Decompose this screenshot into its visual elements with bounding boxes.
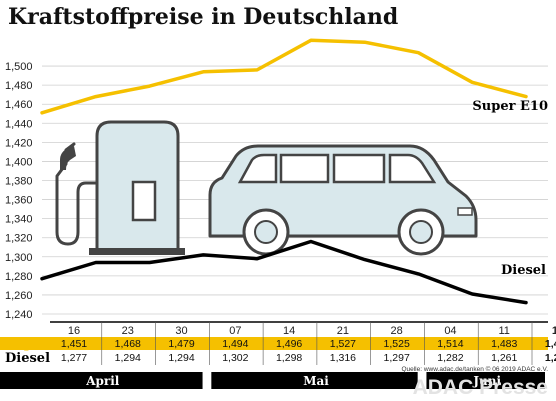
y-tick-label: 1,360 bbox=[5, 195, 33, 207]
series-line-diesel bbox=[40, 239, 528, 305]
series-label-diesel: Diesel bbox=[501, 263, 546, 278]
month-bar bbox=[426, 372, 545, 389]
table-cells: 1,451 1,277 1,468 1,294 1,479 1,294 1,494 1,302… bbox=[61, 338, 556, 364]
row-label-super: Super bbox=[5, 337, 48, 352]
diesel-price-cell: 1,316 bbox=[330, 352, 356, 364]
x-tick-label: 18 bbox=[552, 325, 556, 337]
x-tick-label: 23 bbox=[122, 325, 134, 337]
chart-title: Kraftstoffpreise in Deutschland bbox=[8, 4, 398, 30]
y-tick-label: 1,280 bbox=[5, 271, 33, 283]
diesel-price-cell: 1,282 bbox=[437, 352, 463, 364]
super-price-cell: 1,451 bbox=[61, 338, 87, 350]
month-label: Mai bbox=[303, 374, 329, 388]
diesel-price-cell: 1,294 bbox=[168, 352, 194, 364]
series-line-super-e10 bbox=[40, 38, 528, 115]
super-price-cell: 1,494 bbox=[222, 338, 248, 350]
month-bars: April Mai Juni bbox=[0, 372, 545, 389]
y-tick-label: 1,400 bbox=[5, 156, 33, 168]
y-tick-label: 1,500 bbox=[5, 61, 33, 73]
super-price-cell: 1,527 bbox=[330, 338, 356, 350]
diesel-price-cell: 1,302 bbox=[222, 352, 248, 364]
y-tick-label: 1,240 bbox=[5, 309, 33, 321]
y-tick-label: 1,300 bbox=[5, 252, 33, 264]
diesel-price-cell: 1,297 bbox=[384, 352, 410, 364]
x-tick-label: 28 bbox=[391, 325, 403, 337]
month-label: April bbox=[85, 374, 120, 388]
price-table: Super Diesel bbox=[0, 321, 548, 366]
series-label-super-e10: Super E10 bbox=[472, 99, 548, 114]
x-tick-label: 21 bbox=[337, 325, 349, 337]
x-tick-label: 04 bbox=[444, 325, 456, 337]
x-axis-tick-labels: 16 23 30 07 14 21 28 04 11 18 bbox=[68, 325, 556, 337]
super-price-cell: 1,496 bbox=[276, 338, 302, 350]
fuel-pump-and-car-illustration bbox=[55, 120, 478, 256]
super-price-cell: 1,525 bbox=[384, 338, 410, 350]
diesel-row-band bbox=[0, 350, 548, 365]
super-price-cell: 1,514 bbox=[437, 338, 463, 350]
diesel-price-cell: 1,298 bbox=[276, 352, 302, 364]
x-tick-label: 07 bbox=[229, 325, 241, 337]
y-tick-label: 1,440 bbox=[5, 118, 33, 130]
y-tick-label: 1,420 bbox=[5, 137, 33, 149]
y-axis-tick-labels: 1,240 1,260 1,280 1,300 1,320 1,340 1,360 1,380… bbox=[5, 61, 33, 321]
month-bar bbox=[211, 372, 418, 389]
watermark-text: ADAC Presse bbox=[413, 376, 548, 399]
x-tick-label: 30 bbox=[175, 325, 187, 337]
x-tick-label: 11 bbox=[499, 325, 510, 337]
y-tick-label: 1,260 bbox=[5, 290, 33, 302]
fuel-pump-icon bbox=[55, 120, 185, 255]
diesel-price-cell: 1,277 bbox=[61, 352, 87, 364]
diesel-price-cell: 1,252 bbox=[545, 352, 556, 364]
x-tick-label: 14 bbox=[283, 325, 295, 337]
y-tick-label: 1,340 bbox=[5, 214, 33, 226]
month-label: Juni bbox=[472, 374, 501, 388]
diesel-price-cell: 1,294 bbox=[115, 352, 141, 364]
x-tick-label: 16 bbox=[68, 325, 80, 337]
super-price-cell: 1,479 bbox=[168, 338, 194, 350]
y-tick-label: 1,320 bbox=[5, 233, 33, 245]
super-price-cell: 1,468 bbox=[545, 338, 556, 350]
super-price-cell: 1,483 bbox=[491, 338, 517, 350]
source-note: Quelle: www.adac.de/tanken © 06 2019 ADA… bbox=[401, 365, 548, 373]
y-tick-label: 1,460 bbox=[5, 99, 33, 111]
super-price-cell: 1,468 bbox=[115, 338, 141, 350]
diesel-price-cell: 1,261 bbox=[491, 352, 517, 364]
car-icon bbox=[208, 144, 478, 256]
y-tick-label: 1,480 bbox=[5, 80, 33, 92]
row-label-diesel: Diesel bbox=[5, 351, 50, 366]
y-tick-label: 1,380 bbox=[5, 176, 33, 188]
series-lines bbox=[40, 38, 528, 305]
month-bar bbox=[0, 372, 203, 389]
super-row-band bbox=[0, 337, 548, 350]
